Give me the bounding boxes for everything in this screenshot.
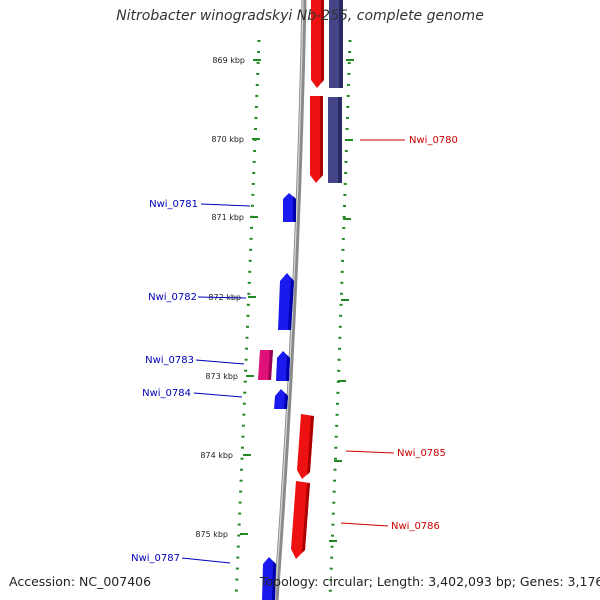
gene-arrow-forward-top[interactable] [311,0,324,88]
gene-arrow-Nwi_0786-shade [302,483,310,553]
gene-label-Nwi_0786[interactable]: Nwi_0786 [391,521,440,532]
gene-label-Nwi_0783[interactable]: Nwi_0783 [145,355,194,366]
outer-ticks [329,59,354,542]
gene-label-Nwi_0782[interactable]: Nwi_0782 [148,292,197,303]
gene-label-Nwi_0787[interactable]: Nwi_0787 [131,553,180,564]
tick-label-870: 870 kbp [211,135,244,144]
tick-label-871: 871 kbp [211,213,244,222]
gene-arrow-Nwi_0783-rna-shade [268,350,273,380]
leader-line-Nwi_0787 [181,557,231,564]
gene-arrow-Nwi_0782-shade [288,278,294,330]
gene-arrow-Nwi_0781-shade [293,196,296,222]
accession-text: Accession: NC_007406 [9,574,152,589]
gene-label-Nwi_0785[interactable]: Nwi_0785 [397,448,446,459]
gene-arrow-Nwi_0780[interactable] [310,96,323,183]
gene-arrow-Nwi_0781[interactable] [283,193,296,222]
cds-track-segment-2-shade [338,97,342,183]
leader-line-Nwi_0782 [197,296,247,299]
outer-dotted-track [328,39,352,600]
leader-line-Nwi_0784 [193,392,243,398]
leader-line-Nwi_0783 [195,359,245,365]
topology-text: Topology: circular; Length: 3,402,093 bp… [260,574,600,589]
inner-dotted-track [234,39,261,600]
gene-arrow-forward-top-shade [321,0,324,83]
gene-label-Nwi_0784[interactable]: Nwi_0784 [142,388,191,399]
gene-arrow-Nwi_0785-shade [307,416,314,475]
gene-arrow-Nwi_0783-shade [286,355,290,381]
leader-line-Nwi_0786 [340,522,389,527]
gene-label-Nwi_0781[interactable]: Nwi_0781 [149,199,198,210]
tick-label-869: 869 kbp [212,56,245,65]
genome-title: Nitrobacter winogradskyi Nb-255, complet… [116,8,484,24]
cds-track-segment-1-shade [339,0,343,88]
gene-arrow-Nwi_0787-shade [272,561,276,600]
gene-arrow-Nwi_0780-shade [320,96,323,178]
gene-label-Nwi_0780[interactable]: Nwi_0780 [409,135,458,146]
scale-ticks [240,59,261,535]
gene-arrow-Nwi_0784-shade [284,393,288,409]
leader-line-Nwi_0785 [345,450,395,454]
tick-label-873: 873 kbp [205,372,238,381]
tick-label-874: 874 kbp [200,451,233,460]
tick-label-875: 875 kbp [195,530,228,539]
leader-line-Nwi_0781 [200,203,251,207]
genome-backbone [273,0,307,600]
genome-backbone-highlight [274,0,304,600]
